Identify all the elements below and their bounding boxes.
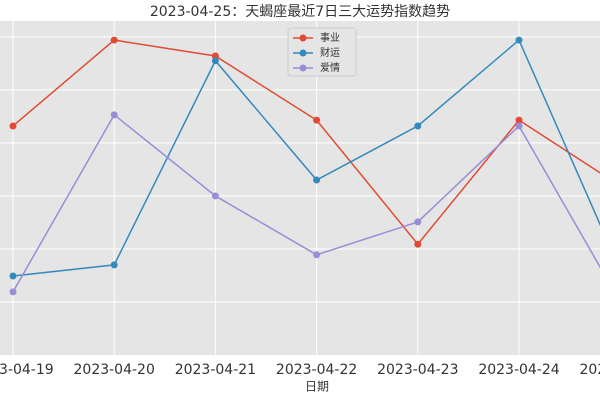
legend-label: 财运	[320, 46, 340, 59]
legend-marker	[299, 64, 307, 72]
point	[110, 111, 118, 119]
x-tick-label: 2023-04-25	[580, 362, 600, 378]
point	[414, 122, 422, 130]
x-axis-label: 日期	[305, 380, 329, 394]
point	[211, 192, 219, 200]
point	[313, 176, 321, 184]
point	[110, 36, 118, 44]
plot-area	[0, 21, 600, 355]
point	[313, 116, 321, 124]
x-tick-label: 2023-04-20	[74, 362, 155, 378]
legend-label: 爱情	[320, 61, 340, 74]
legend-label: 事业	[320, 31, 340, 44]
point	[9, 272, 17, 280]
point	[9, 288, 17, 296]
point	[313, 251, 321, 259]
point	[414, 218, 422, 226]
point	[211, 57, 219, 65]
x-tick-label: 2023-04-21	[175, 362, 256, 378]
point	[9, 122, 17, 130]
legend-marker	[299, 34, 307, 42]
x-tick-label: 2023-04-23	[377, 362, 458, 378]
point	[515, 122, 523, 130]
x-tick-label: 2023-04-22	[276, 362, 357, 378]
point	[515, 116, 523, 124]
chart-title: 2023-04-25：天蝎座最近7日三大运势指数趋势	[150, 4, 450, 20]
legend-marker	[299, 49, 307, 57]
point	[110, 261, 118, 269]
x-tick-label: 2023-04-19	[0, 362, 54, 378]
point	[515, 36, 523, 44]
point	[414, 240, 422, 248]
x-tick-label: 2023-04-24	[478, 362, 559, 378]
